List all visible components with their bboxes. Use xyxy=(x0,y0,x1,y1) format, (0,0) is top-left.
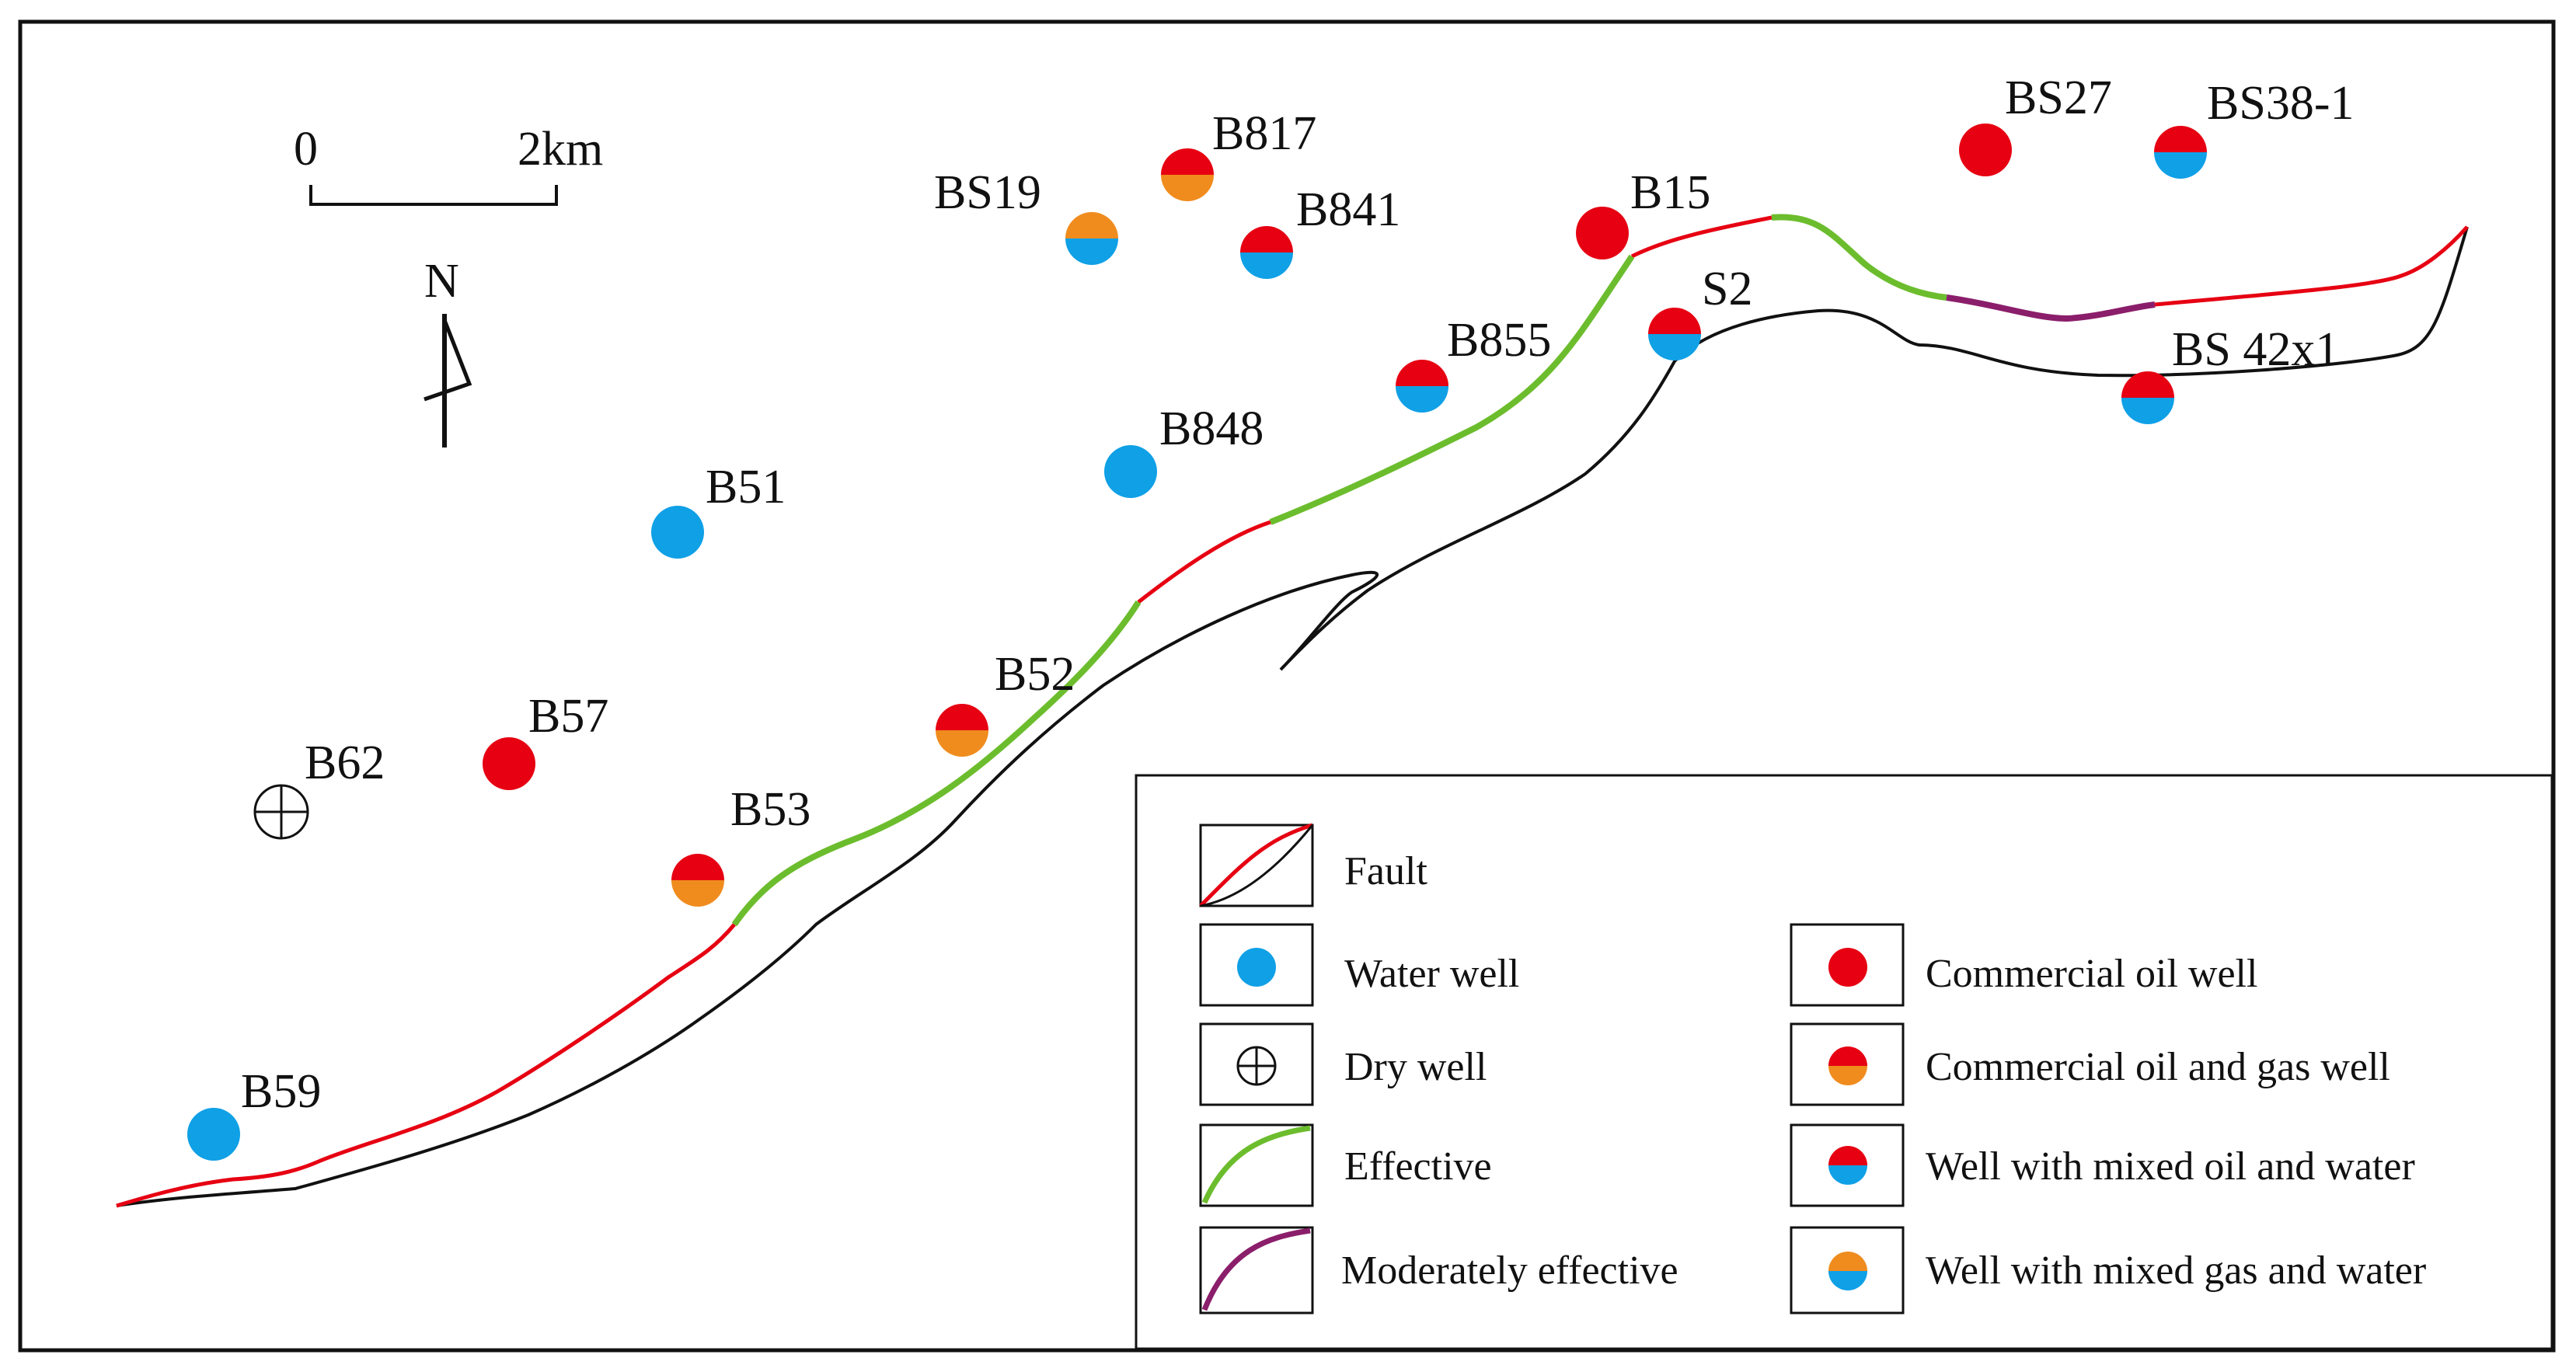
north-arrow: N xyxy=(424,255,472,447)
fault-segment-red xyxy=(116,923,736,1208)
legend-label-commercial-oil-gas-well: Commercial oil and gas well xyxy=(1926,1045,2390,1089)
well-label: BS38-1 xyxy=(2207,77,2354,130)
well-symbol xyxy=(671,854,724,907)
well-symbol xyxy=(483,737,535,790)
legend-item-mixed-gas-water: Well with mixed gas and water xyxy=(1790,1226,2426,1315)
well-b15: B15 xyxy=(1576,166,1710,259)
well-label: B15 xyxy=(1630,166,1710,219)
legend-item-fault: Fault xyxy=(1199,823,1427,907)
well-label: BS19 xyxy=(934,166,1041,219)
wells-layer: B817 BS19 B841 B15 BS27 BS38-1 S2 B855 BS 42x1 B8… xyxy=(187,71,2354,1161)
well-b62: B62 xyxy=(253,736,385,840)
well-symbol xyxy=(1161,148,1214,201)
fault-segment-effective xyxy=(1771,214,1947,301)
scale-bar: 0 2km xyxy=(294,123,603,206)
well-symbol xyxy=(253,784,309,840)
well-symbol xyxy=(1648,308,1701,360)
well-label: B52 xyxy=(995,648,1075,701)
oil-well-icon xyxy=(1828,948,1867,987)
oil-water-well-icon xyxy=(1828,1146,1867,1185)
well-b52: B52 xyxy=(936,648,1075,757)
well-b59: B59 xyxy=(187,1065,321,1161)
legend-item-commercial-oil-well: Commercial oil well xyxy=(1790,923,2257,1007)
well-bs19: BS19 xyxy=(934,166,1118,265)
well-label: B855 xyxy=(1447,314,1551,367)
legend-label-effective: Effective xyxy=(1344,1144,1492,1189)
water-well-icon xyxy=(1237,948,1276,987)
legend-item-effective: Effective xyxy=(1199,1123,1492,1207)
well-label: B51 xyxy=(706,461,786,514)
well-bs27: BS27 xyxy=(1959,71,2112,176)
legend-label-commercial-oil-well: Commercial oil well xyxy=(1926,952,2257,996)
well-symbol xyxy=(1959,124,2012,176)
well-symbol xyxy=(2121,371,2174,424)
legend: Fault Water well Dry well Effective Mode… xyxy=(1135,774,2553,1350)
well-label: BS27 xyxy=(2005,71,2112,124)
north-label: N xyxy=(424,255,459,308)
legend-label-mixed-oil-water: Well with mixed oil and water xyxy=(1926,1144,2415,1189)
well-symbol xyxy=(936,704,988,757)
well-label: B59 xyxy=(241,1065,321,1118)
oil-gas-well-icon xyxy=(1828,1046,1867,1085)
well-label: B53 xyxy=(730,783,810,836)
legend-item-dry-well: Dry well xyxy=(1199,1022,1487,1106)
well-label: S2 xyxy=(1702,263,1752,315)
legend-label-mixed-gas-water: Well with mixed gas and water xyxy=(1926,1248,2426,1293)
fault-segment-moderate xyxy=(1946,294,2156,322)
fault-segment-red xyxy=(2154,225,2469,307)
well-label: B57 xyxy=(528,690,608,743)
fault-system xyxy=(116,214,2469,1208)
well-s2: S2 xyxy=(1648,263,1752,360)
well-symbol xyxy=(1065,212,1118,265)
well-label: BS 42x1 xyxy=(2172,323,2339,376)
main-fault-line xyxy=(116,226,2469,1207)
well-b848: B848 xyxy=(1104,402,1264,498)
legend-label-fault: Fault xyxy=(1344,849,1427,893)
well-b855: B855 xyxy=(1396,314,1551,413)
well-label: B848 xyxy=(1159,402,1264,455)
well-b817: B817 xyxy=(1161,107,1316,201)
fault-segment-red xyxy=(1137,520,1271,604)
well-label: B62 xyxy=(305,736,385,789)
well-b841: B841 xyxy=(1240,183,1400,279)
well-symbol xyxy=(1576,207,1629,259)
well-bs38-1: BS38-1 xyxy=(2154,77,2354,179)
legend-item-commercial-oil-gas-well: Commercial oil and gas well xyxy=(1790,1022,2390,1106)
gas-water-well-icon xyxy=(1828,1252,1867,1290)
well-label: B817 xyxy=(1212,107,1316,160)
well-symbol xyxy=(651,506,704,559)
well-b51: B51 xyxy=(651,461,786,559)
scale-end-label: 2km xyxy=(518,123,603,176)
well-symbol xyxy=(187,1108,240,1161)
well-label: B841 xyxy=(1296,183,1400,236)
well-b53: B53 xyxy=(671,783,810,907)
legend-item-water-well: Water well xyxy=(1199,923,1519,1007)
well-symbol xyxy=(1240,226,1293,279)
fault-segment-red xyxy=(1630,215,1773,259)
dry-well-icon xyxy=(1236,1046,1277,1086)
legend-label-dry-well: Dry well xyxy=(1344,1045,1487,1089)
legend-item-moderately-effective: Moderately effective xyxy=(1199,1226,1678,1315)
fault-segment-effective xyxy=(1269,254,1635,525)
legend-label-moderately-effective: Moderately effective xyxy=(1341,1248,1678,1293)
well-bs-42x1: BS 42x1 xyxy=(2121,323,2339,424)
well-b57: B57 xyxy=(483,690,608,790)
legend-item-mixed-oil-water: Well with mixed oil and water xyxy=(1790,1123,2415,1207)
legend-label-water-well: Water well xyxy=(1344,952,1519,996)
scale-start-label: 0 xyxy=(294,123,318,176)
well-symbol xyxy=(1396,360,1448,413)
well-symbol xyxy=(2154,126,2207,179)
well-symbol xyxy=(1104,445,1157,498)
fault-segment-effective xyxy=(731,600,1142,927)
